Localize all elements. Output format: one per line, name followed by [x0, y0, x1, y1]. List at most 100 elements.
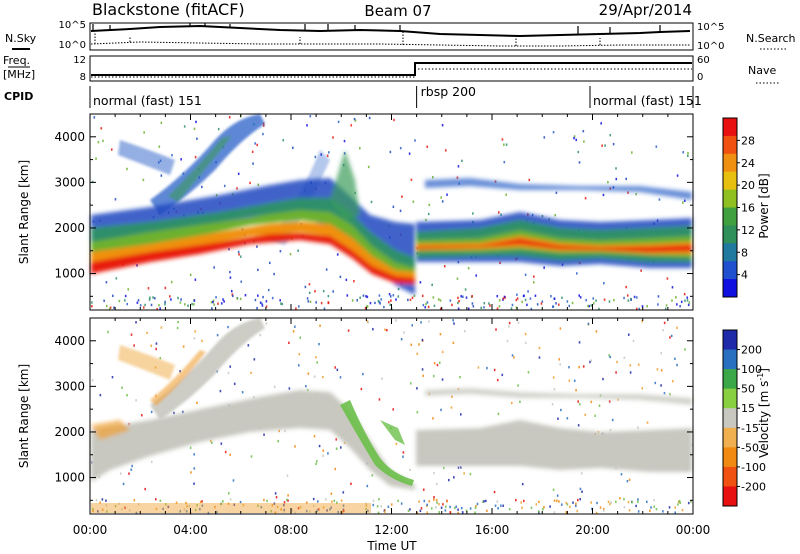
power-speckle — [389, 295, 392, 298]
power-speckle — [623, 296, 625, 300]
velocity-speckle — [419, 509, 422, 513]
power-speckle — [201, 185, 203, 189]
power-speckle — [268, 261, 271, 265]
power-speckle — [309, 300, 312, 303]
power-speckle — [625, 177, 627, 181]
velocity-speckle — [669, 393, 671, 396]
power-speckle — [350, 124, 353, 127]
velocity-speckle — [194, 330, 196, 333]
power-speckle — [261, 302, 263, 305]
power-ytick-label: 2000 — [54, 221, 85, 235]
velocity-speckle — [461, 511, 464, 514]
velocity-speckle — [227, 371, 230, 375]
velocity-speckle — [292, 330, 295, 333]
velocity-speckle — [274, 492, 277, 495]
velocity-speckle — [678, 499, 681, 503]
velocity-speckle — [591, 507, 593, 511]
velocity-speckle — [318, 444, 321, 448]
velocity-speckle — [527, 371, 530, 374]
beam-label: Beam 07 — [364, 2, 431, 20]
velocity-speckle — [250, 371, 252, 375]
velocity-speckle — [371, 474, 374, 477]
velocity-speckle — [641, 320, 644, 323]
power-speckle — [326, 154, 329, 157]
velocity-speckle — [366, 484, 369, 488]
velocity-speckle — [306, 388, 309, 392]
power-speckle — [137, 299, 140, 302]
velocity-speckle — [519, 400, 521, 404]
velocity-speckle — [517, 384, 519, 387]
power-speckle — [683, 199, 686, 202]
power-speckle — [449, 299, 452, 302]
power-speckle — [583, 140, 585, 143]
power-speckle — [356, 299, 359, 302]
velocity-speckle — [222, 500, 224, 503]
power-ytick-label: 4000 — [54, 130, 85, 144]
velocity-speckle — [322, 375, 324, 379]
velocity-speckle — [623, 498, 625, 501]
power-colorbar-swatch — [723, 207, 737, 226]
velocity-speckle — [594, 414, 596, 417]
power-speckle — [526, 303, 528, 307]
velocity-speckle — [495, 328, 497, 331]
power-speckle — [401, 195, 403, 198]
velocity-band-left — [91, 390, 415, 490]
velocity-colorbar-swatch — [723, 427, 737, 448]
power-speckle — [282, 139, 285, 142]
power-speckle — [346, 294, 349, 297]
power-speckle — [641, 305, 644, 308]
velocity-speckle — [558, 500, 560, 503]
power-speckle — [244, 293, 247, 297]
velocity-speckle — [274, 511, 277, 514]
velocity-speckle — [568, 379, 571, 382]
power-speckle — [262, 124, 265, 127]
power-speckle — [532, 281, 535, 284]
velocity-speckle — [216, 333, 219, 337]
velocity-speckle — [565, 511, 567, 514]
power-speckle — [432, 296, 435, 299]
freq-left-tick-bottom: 8 — [80, 72, 86, 83]
velocity-speckle — [445, 505, 447, 508]
velocity-speckle — [342, 491, 345, 494]
velocity-speckle — [496, 500, 499, 503]
power-speckle — [590, 304, 593, 307]
velocity-speckle — [402, 451, 405, 454]
velocity-speckle — [137, 503, 140, 506]
power-speckle — [472, 212, 474, 215]
velocity-speckle — [372, 327, 374, 331]
power-colorbar-swatch — [723, 171, 737, 191]
velocity-speckle — [449, 505, 451, 509]
power-speckle — [496, 294, 499, 298]
power-speckle — [598, 307, 600, 311]
velocity-colorbar-label-main: Velocity [m s — [757, 381, 771, 458]
velocity-speckle — [193, 453, 195, 456]
power-speckle — [579, 296, 582, 299]
power-speckle — [573, 135, 576, 138]
power-speckle — [213, 266, 215, 269]
velocity-speckle — [265, 322, 268, 325]
power-speckle — [254, 298, 257, 302]
velocity-speckle — [576, 509, 579, 513]
power-speckle — [389, 303, 392, 307]
power-speckle — [657, 295, 660, 298]
velocity-speckle — [432, 417, 434, 420]
velocity-speckle — [475, 504, 477, 508]
power-speckle — [399, 146, 402, 150]
velocity-speckle — [334, 467, 337, 471]
power-speckle — [422, 303, 425, 307]
power-speckle — [239, 297, 242, 301]
power-speckle — [183, 125, 186, 128]
power-speckle — [566, 300, 569, 303]
power-speckle — [456, 277, 459, 280]
velocity-speckle — [209, 439, 212, 443]
power-speckle — [354, 119, 357, 122]
velocity-speckle — [635, 504, 637, 508]
power-speckle — [374, 301, 376, 305]
velocity-speckle — [676, 363, 678, 367]
power-speckle — [464, 288, 467, 291]
velocity-speckle — [598, 404, 601, 407]
velocity-speckle — [476, 502, 479, 506]
velocity-speckle — [294, 511, 297, 514]
velocity-speckle — [133, 499, 136, 502]
power-speckle — [503, 160, 506, 164]
